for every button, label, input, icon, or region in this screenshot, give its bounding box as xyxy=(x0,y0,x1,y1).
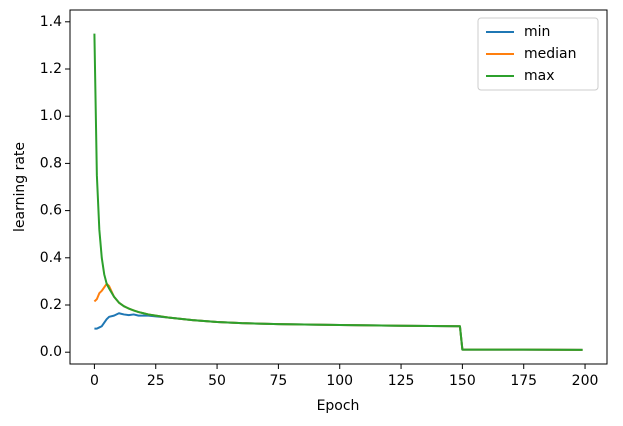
x-axis-label: Epoch xyxy=(317,398,360,414)
y-tick-label: 0.8 xyxy=(40,155,62,171)
x-tick-label: 200 xyxy=(572,373,599,389)
line xyxy=(94,312,583,351)
x-tick-label: 50 xyxy=(208,373,226,389)
legend-label: median xyxy=(524,46,576,62)
y-tick-label: 0.2 xyxy=(40,297,62,313)
legend-label: max xyxy=(524,68,555,84)
y-tick-label: 1.4 xyxy=(40,14,62,30)
y-tick-label: 0.4 xyxy=(40,250,62,266)
y-tick-label: 1.2 xyxy=(40,61,62,77)
x-tick-label: 175 xyxy=(510,373,537,389)
y-tick-label: 0.0 xyxy=(40,344,62,360)
y-axis-label: learning rate xyxy=(12,142,28,232)
y-tick-label: 0.6 xyxy=(40,203,62,219)
line xyxy=(93,33,583,351)
x-tick-label: 125 xyxy=(388,373,415,389)
x-tick-label: 150 xyxy=(449,373,476,389)
legend-label: min xyxy=(524,24,550,40)
x-tick-label: 75 xyxy=(269,373,287,389)
x-tick-label: 0 xyxy=(90,373,99,389)
x-tick-label: 25 xyxy=(147,373,165,389)
legend-box xyxy=(477,17,599,91)
plot-frame xyxy=(69,9,608,365)
y-tick-label: 1.0 xyxy=(40,108,62,124)
x-tick-label: 100 xyxy=(326,373,353,389)
